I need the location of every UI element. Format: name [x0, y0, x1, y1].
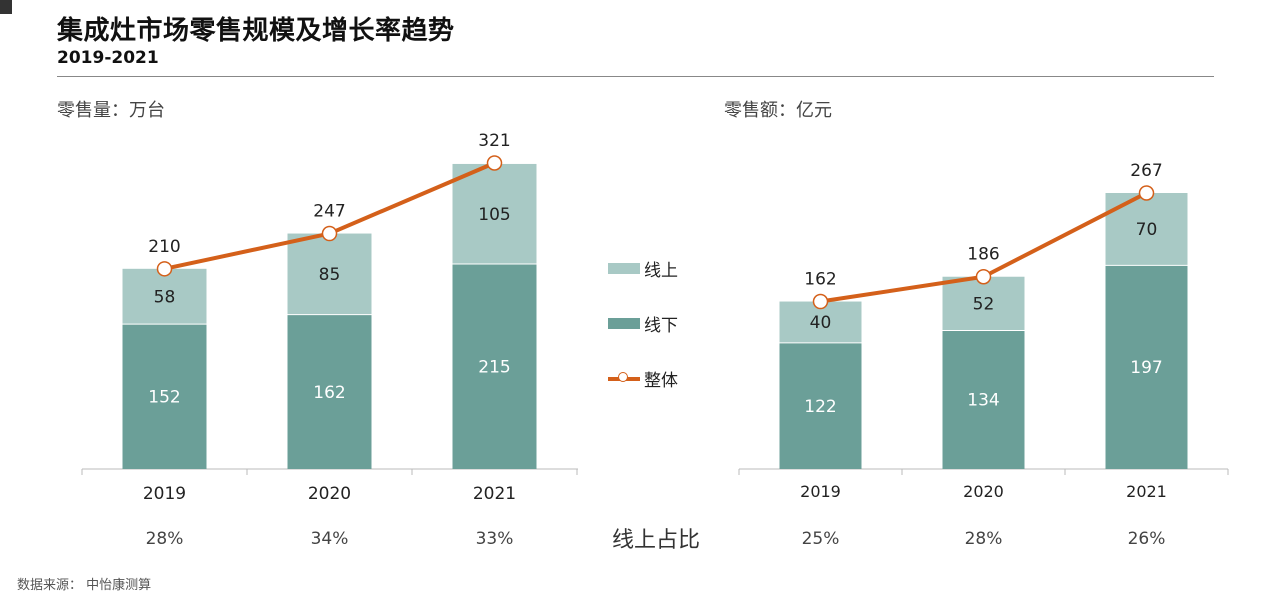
chart2-label-offline: 134: [967, 391, 999, 411]
chart2-share-value: 28%: [965, 529, 1003, 549]
legend-label-total: 整体: [644, 371, 678, 391]
legend-label-offline: 线下: [644, 316, 678, 336]
chart2-bar-offline: [1105, 265, 1188, 469]
chart2-label-offline: 197: [1130, 358, 1162, 378]
chart-subtitle: 2019-2021: [57, 48, 159, 68]
chart2-total-label: 186: [967, 245, 999, 265]
chart1-label-offline: 152: [148, 388, 180, 408]
chart2-total-marker: [812, 293, 829, 310]
online-share-label: 线上占比: [612, 528, 701, 553]
chart1-bar-online: [452, 163, 537, 265]
chart-title: 集成灶市场零售规模及增长率趋势: [57, 16, 455, 46]
chart2-bar-online: [942, 276, 1025, 331]
chart1-total-marker: [321, 225, 338, 242]
chart1-category-label: 2020: [308, 484, 351, 504]
legend-item-total: 整体: [608, 366, 678, 391]
chart1-bar-online: [122, 268, 207, 325]
chart2-bar-offline: [942, 330, 1025, 469]
chart1-bar-online: [287, 233, 372, 315]
title-divider: [57, 76, 1214, 77]
legend-marker: [618, 372, 628, 382]
chart1-label-offline: 215: [478, 358, 510, 378]
chart1-category-label: 2021: [473, 484, 516, 504]
chart2-category-label: 2021: [1126, 482, 1167, 501]
chart2-share-value: 25%: [802, 529, 840, 549]
source-note: 数据来源： 中怡康测算: [17, 578, 152, 593]
chart2-category-label: 2020: [963, 482, 1004, 501]
chart1-label-online: 85: [319, 265, 341, 285]
legend-item-online: 线上: [608, 256, 678, 281]
legend-label-online: 线上: [644, 261, 678, 281]
right-unit-label: 零售额：亿元: [724, 100, 832, 121]
chart1-bar-offline: [287, 314, 372, 469]
chart2-bar-offline: [779, 342, 862, 469]
chart2-category-label: 2019: [800, 482, 841, 501]
chart1-label-offline: 162: [313, 383, 345, 403]
chart1-total-label: 210: [148, 237, 180, 257]
chart2-total-marker: [1138, 185, 1155, 201]
chart2-label-offline: 122: [804, 397, 836, 417]
chart1-label-online: 58: [154, 287, 176, 307]
chart1-category-label: 2019: [143, 484, 186, 504]
chart1-share-value: 28%: [146, 529, 184, 549]
chart2-label-online: 52: [973, 295, 995, 315]
chart2-total-label: 267: [1130, 161, 1162, 181]
chart1-bar-offline: [122, 324, 207, 469]
chart2-label-online: 70: [1136, 220, 1158, 240]
chart2-label-online: 40: [810, 313, 832, 333]
left-unit-label: 零售量：万台: [57, 100, 165, 121]
chart1-share-value: 34%: [311, 529, 349, 549]
chart1-share-value: 33%: [476, 529, 514, 549]
legend-swatch-total: [608, 372, 640, 384]
chart1-total-label: 247: [313, 202, 345, 222]
chart1-total-label: 321: [478, 131, 510, 151]
chart2-share-value: 26%: [1128, 529, 1166, 549]
legend-swatch-offline: [608, 318, 640, 329]
chart1-label-online: 105: [478, 205, 510, 225]
legend-item-offline: 线下: [608, 311, 678, 336]
chart1-bar-offline: [452, 264, 537, 469]
corner-mark: [0, 0, 12, 14]
chart2-total-label: 162: [804, 270, 836, 290]
chart2-total-marker: [975, 268, 992, 285]
chart1-total-marker: [486, 155, 503, 171]
legend-swatch-online: [608, 263, 640, 274]
chart1-total-marker: [156, 261, 173, 277]
